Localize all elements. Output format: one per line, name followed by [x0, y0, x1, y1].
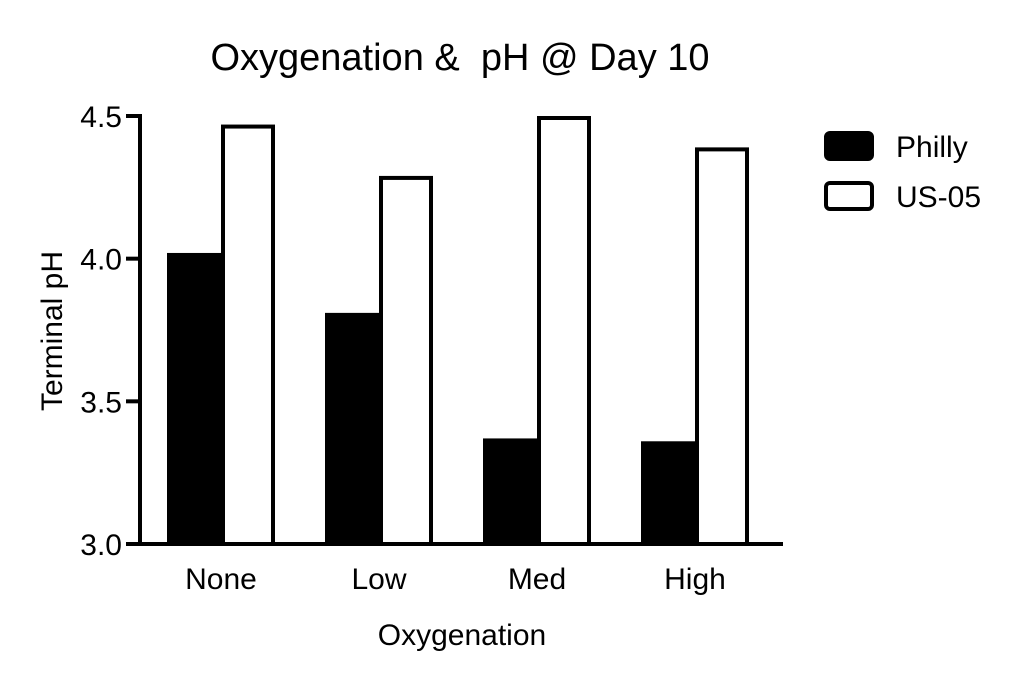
x-axis-title: Oxygenation [378, 619, 546, 652]
y-tick-label: 4.0 [80, 244, 122, 277]
x-tick-label: None [185, 563, 257, 596]
x-tick-label: High [664, 563, 726, 596]
bar-philly-none [167, 252, 221, 547]
plot-area: None Low Med High 3.0 3.5 4.0 4.5 [80, 101, 783, 596]
x-tick-label: Low [351, 563, 406, 596]
bar-us05-med [537, 116, 591, 546]
bar-philly-med [483, 438, 537, 546]
bar-us05-none [221, 124, 275, 546]
legend-swatch-us05 [824, 181, 874, 211]
y-tick-label: 3.5 [80, 386, 122, 419]
legend-swatch-philly [824, 131, 874, 161]
y-tick-label: 4.5 [80, 101, 122, 134]
legend-label: US-05 [896, 181, 981, 214]
legend: Philly US-05 [824, 131, 981, 214]
chart-title: Oxygenation & pH @ Day 10 [210, 37, 709, 79]
bar-philly-low [325, 312, 379, 546]
y-tick-label: 3.0 [80, 529, 122, 562]
bar-us05-low [379, 175, 433, 546]
bar-philly-high [641, 441, 695, 546]
bar-us05-high [695, 147, 749, 547]
y-axis-title: Terminal pH [36, 251, 69, 411]
x-tick-label: Med [508, 563, 566, 596]
legend-label: Philly [896, 131, 968, 164]
